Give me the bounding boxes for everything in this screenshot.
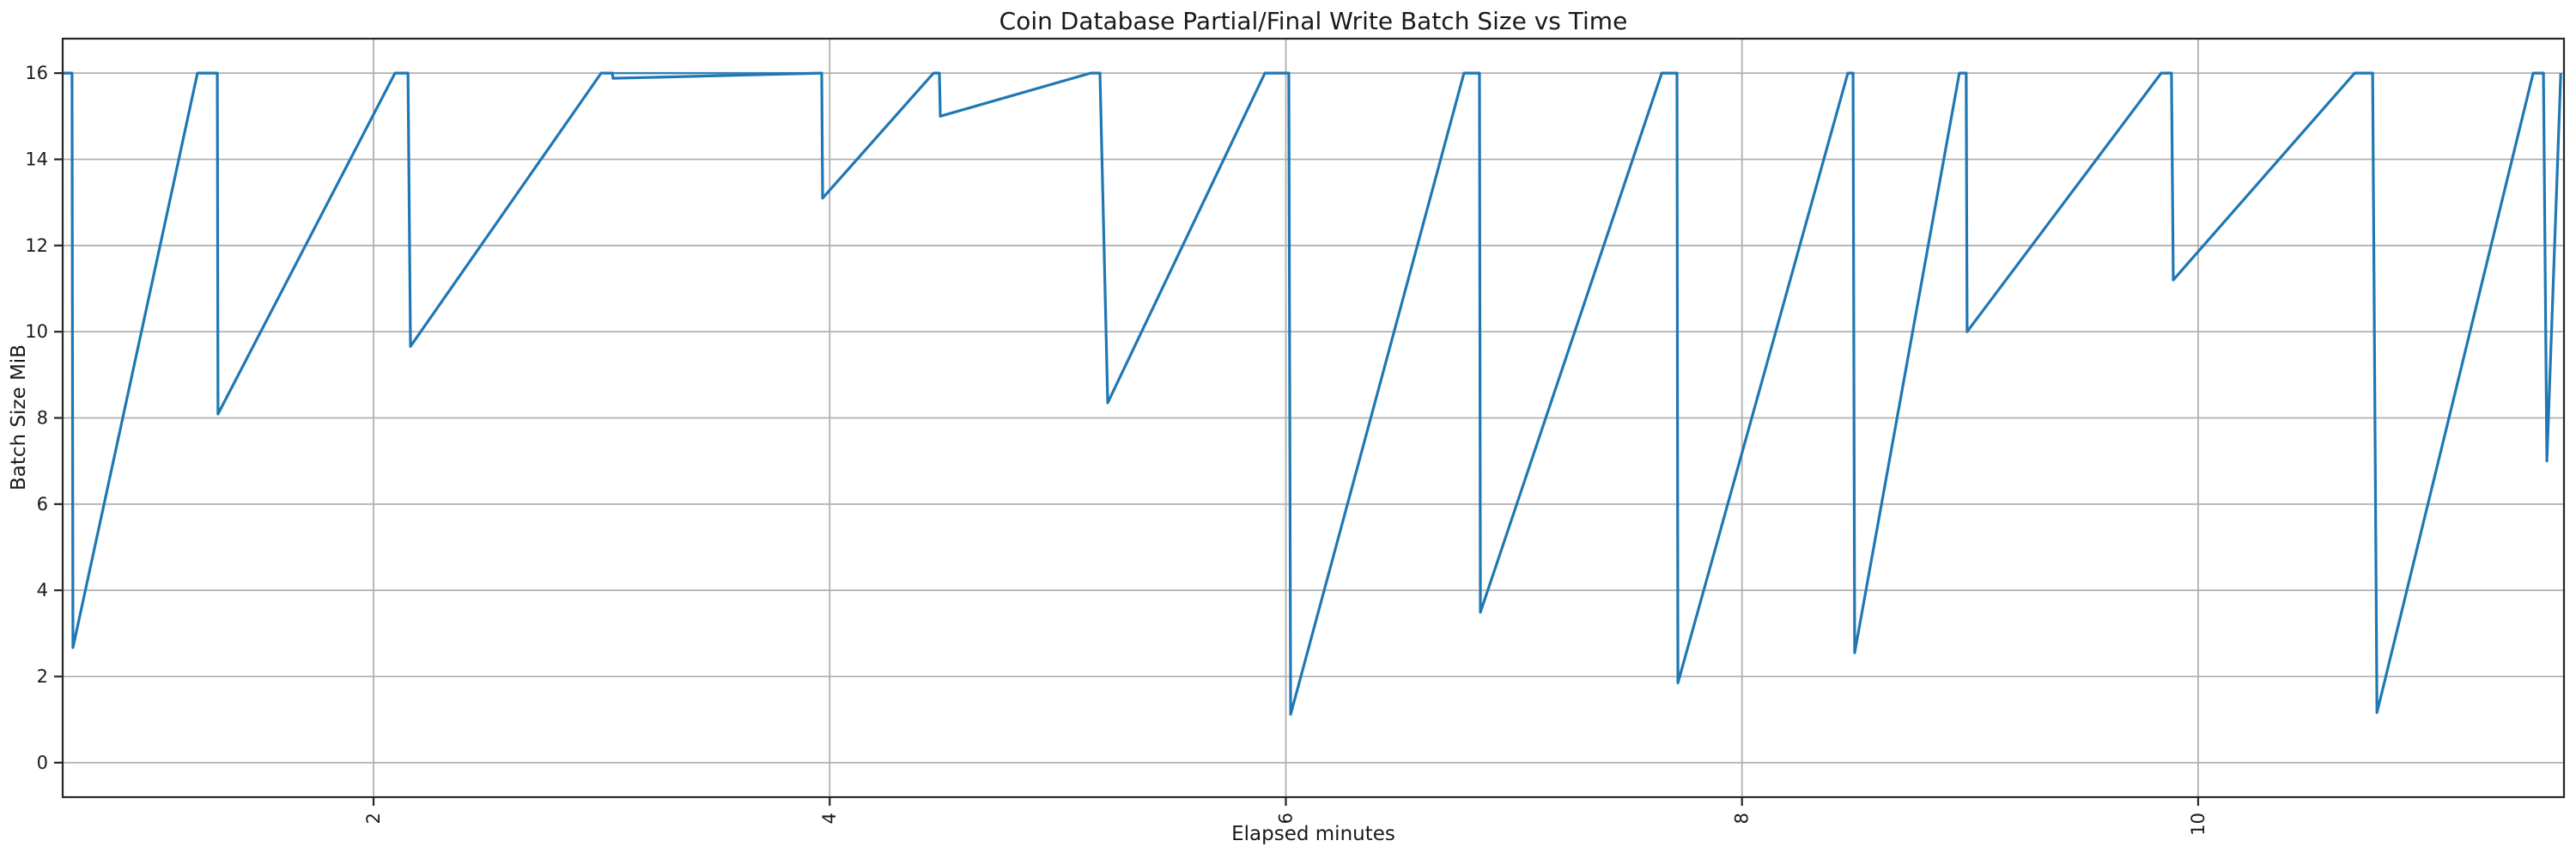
plot-frame: [61, 37, 2566, 799]
y-tick-label: 16: [25, 63, 48, 83]
y-tick-label: 12: [25, 235, 48, 256]
y-tick-label: 8: [37, 408, 48, 429]
y-tick-label: 0: [37, 752, 48, 773]
y-tick-label: 6: [37, 494, 48, 515]
data-line: [63, 71, 2562, 716]
chart-title: Coin Database Partial/Final Write Batch …: [999, 7, 1628, 35]
x-axis-label: Elapsed minutes: [1231, 823, 1395, 845]
y-tick-label: 2: [37, 667, 48, 687]
y-tick-label: 10: [25, 321, 48, 342]
x-tick-label: 2: [363, 813, 384, 824]
x-tick-label: 10: [2188, 813, 2208, 836]
x-tick-label: 4: [819, 813, 840, 824]
y-axis-label: Batch Size MiB: [8, 344, 30, 490]
y-tick-label: 14: [25, 149, 48, 169]
x-tick-label: 8: [1732, 813, 1753, 824]
y-tick-label: 4: [37, 580, 48, 600]
x-tick-label: 6: [1275, 813, 1296, 824]
